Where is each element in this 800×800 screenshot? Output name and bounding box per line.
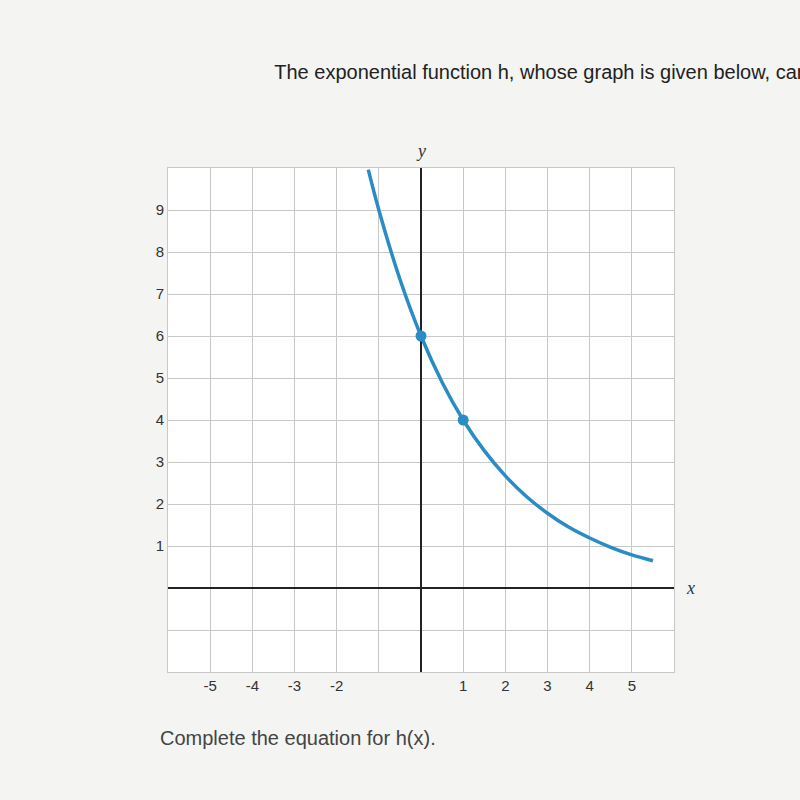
svg-text:4: 4 xyxy=(156,411,164,428)
svg-text:2: 2 xyxy=(501,677,509,694)
svg-text:-2: -2 xyxy=(330,677,343,694)
svg-text:9: 9 xyxy=(156,201,164,218)
svg-text:1: 1 xyxy=(156,537,164,554)
svg-text:-3: -3 xyxy=(288,677,301,694)
svg-text:5: 5 xyxy=(628,677,636,694)
svg-text:2: 2 xyxy=(156,495,164,512)
svg-text:1: 1 xyxy=(459,677,467,694)
svg-text:5: 5 xyxy=(156,369,164,386)
svg-text:-5: -5 xyxy=(203,677,216,694)
svg-text:3: 3 xyxy=(156,453,164,470)
svg-text:-4: -4 xyxy=(246,677,259,694)
svg-text:x: x xyxy=(686,578,695,598)
svg-text:7: 7 xyxy=(156,285,164,302)
svg-text:8: 8 xyxy=(156,243,164,260)
svg-text:Complete the equation for h(x): Complete the equation for h(x). xyxy=(160,727,436,749)
svg-text:y: y xyxy=(416,141,426,161)
svg-text:3: 3 xyxy=(543,677,551,694)
svg-text:The exponential function h, wh: The exponential function h, whose graph … xyxy=(274,61,800,83)
svg-text:6: 6 xyxy=(156,327,164,344)
svg-text:4: 4 xyxy=(585,677,593,694)
